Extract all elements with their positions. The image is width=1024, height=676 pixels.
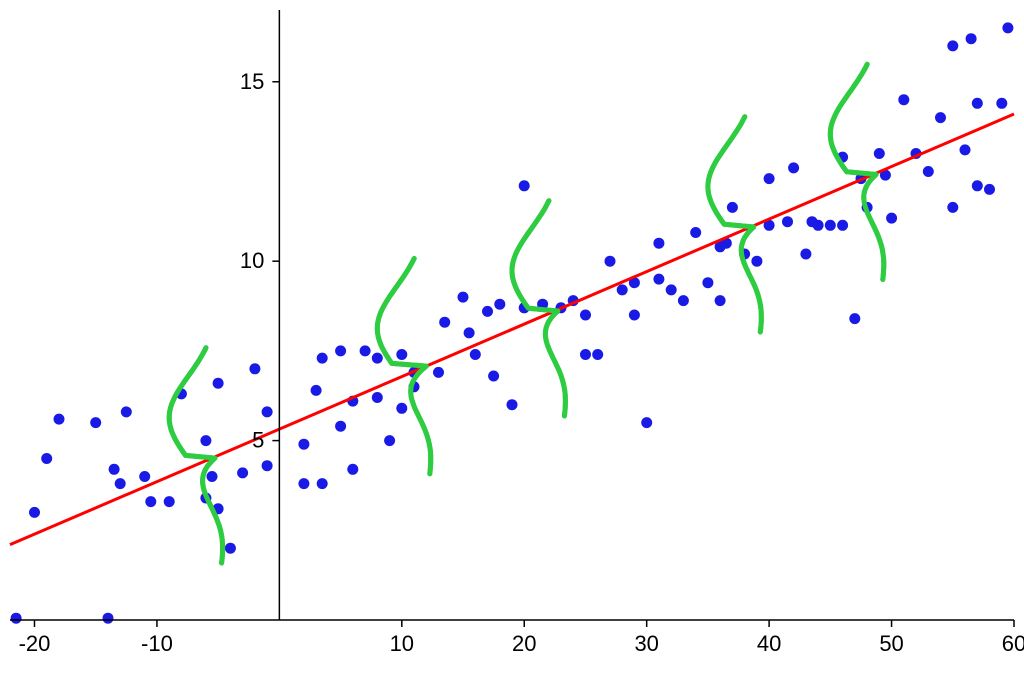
- scatter-point: [237, 467, 248, 478]
- x-tick-label: 20: [512, 631, 536, 656]
- scatter-point: [262, 406, 273, 417]
- scatter-point: [225, 543, 236, 554]
- scatter-point: [629, 310, 640, 321]
- scatter-point: [317, 478, 328, 489]
- scatter-point: [825, 220, 836, 231]
- scatter-point: [923, 166, 934, 177]
- scatter-point: [678, 295, 689, 306]
- scatter-point: [347, 464, 358, 475]
- scatter-point: [837, 220, 848, 231]
- plot-background: [0, 0, 1024, 676]
- x-tick-label: 30: [634, 631, 658, 656]
- scatter-point: [782, 216, 793, 227]
- x-tick-label: 10: [390, 631, 414, 656]
- scatter-point: [966, 33, 977, 44]
- scatter-point: [396, 349, 407, 360]
- scatter-point: [898, 94, 909, 105]
- scatter-point: [335, 345, 346, 356]
- scatter-point: [960, 144, 971, 155]
- y-tick-label: 10: [240, 248, 264, 273]
- scatter-point: [972, 180, 983, 191]
- scatter-point: [653, 274, 664, 285]
- scatter-point: [972, 98, 983, 109]
- linear-regression-chart: -20 -10 10 20 30 40 50 60 5 10 15: [0, 0, 1024, 676]
- scatter-point: [813, 220, 824, 231]
- scatter-point: [458, 292, 469, 303]
- scatter-point: [439, 317, 450, 328]
- scatter-point: [249, 363, 260, 374]
- scatter-point: [90, 417, 101, 428]
- scatter-point: [690, 227, 701, 238]
- scatter-point: [145, 496, 156, 507]
- scatter-point: [464, 327, 475, 338]
- scatter-point: [641, 417, 652, 428]
- scatter-point: [11, 613, 22, 624]
- scatter-point: [433, 367, 444, 378]
- x-tick-label: -20: [19, 631, 51, 656]
- x-tick-label: 60: [1002, 631, 1024, 656]
- x-tick-label: 50: [879, 631, 903, 656]
- scatter-point: [29, 507, 40, 518]
- scatter-point: [41, 453, 52, 464]
- scatter-point: [519, 180, 530, 191]
- scatter-point: [494, 299, 505, 310]
- scatter-point: [507, 399, 518, 410]
- scatter-point: [727, 202, 738, 213]
- scatter-point: [207, 471, 218, 482]
- scatter-point: [653, 238, 664, 249]
- x-tick-label: 40: [757, 631, 781, 656]
- scatter-point: [800, 249, 811, 260]
- scatter-point: [580, 349, 591, 360]
- scatter-point: [666, 284, 677, 295]
- scatter-point: [482, 306, 493, 317]
- scatter-point: [751, 256, 762, 267]
- scatter-point: [592, 349, 603, 360]
- scatter-point: [764, 173, 775, 184]
- scatter-point: [335, 421, 346, 432]
- scatter-point: [360, 345, 371, 356]
- scatter-point: [262, 460, 273, 471]
- scatter-point: [200, 435, 211, 446]
- scatter-point: [947, 202, 958, 213]
- scatter-point: [874, 148, 885, 159]
- chart-svg: -20 -10 10 20 30 40 50 60 5 10 15: [0, 0, 1024, 676]
- scatter-point: [715, 295, 726, 306]
- scatter-point: [103, 613, 114, 624]
- scatter-point: [121, 406, 132, 417]
- scatter-point: [164, 496, 175, 507]
- y-tick-label: 5: [252, 428, 264, 453]
- scatter-point: [788, 162, 799, 173]
- scatter-point: [115, 478, 126, 489]
- scatter-point: [384, 435, 395, 446]
- y-tick-label: 15: [240, 69, 264, 94]
- scatter-point: [947, 40, 958, 51]
- scatter-point: [470, 349, 481, 360]
- scatter-point: [396, 403, 407, 414]
- scatter-point: [298, 439, 309, 450]
- scatter-point: [702, 277, 713, 288]
- scatter-point: [617, 284, 628, 295]
- scatter-point: [984, 184, 995, 195]
- scatter-point: [372, 392, 383, 403]
- scatter-point: [580, 310, 591, 321]
- scatter-point: [311, 385, 322, 396]
- scatter-point: [317, 353, 328, 364]
- scatter-point: [935, 112, 946, 123]
- scatter-point: [849, 313, 860, 324]
- scatter-point: [605, 256, 616, 267]
- scatter-point: [1002, 22, 1013, 33]
- scatter-point: [996, 98, 1007, 109]
- scatter-point: [488, 371, 499, 382]
- x-tick-label: -10: [141, 631, 173, 656]
- scatter-point: [298, 478, 309, 489]
- scatter-point: [372, 353, 383, 364]
- scatter-point: [213, 378, 224, 389]
- scatter-point: [109, 464, 120, 475]
- scatter-point: [139, 471, 150, 482]
- scatter-point: [886, 213, 897, 224]
- scatter-point: [54, 414, 65, 425]
